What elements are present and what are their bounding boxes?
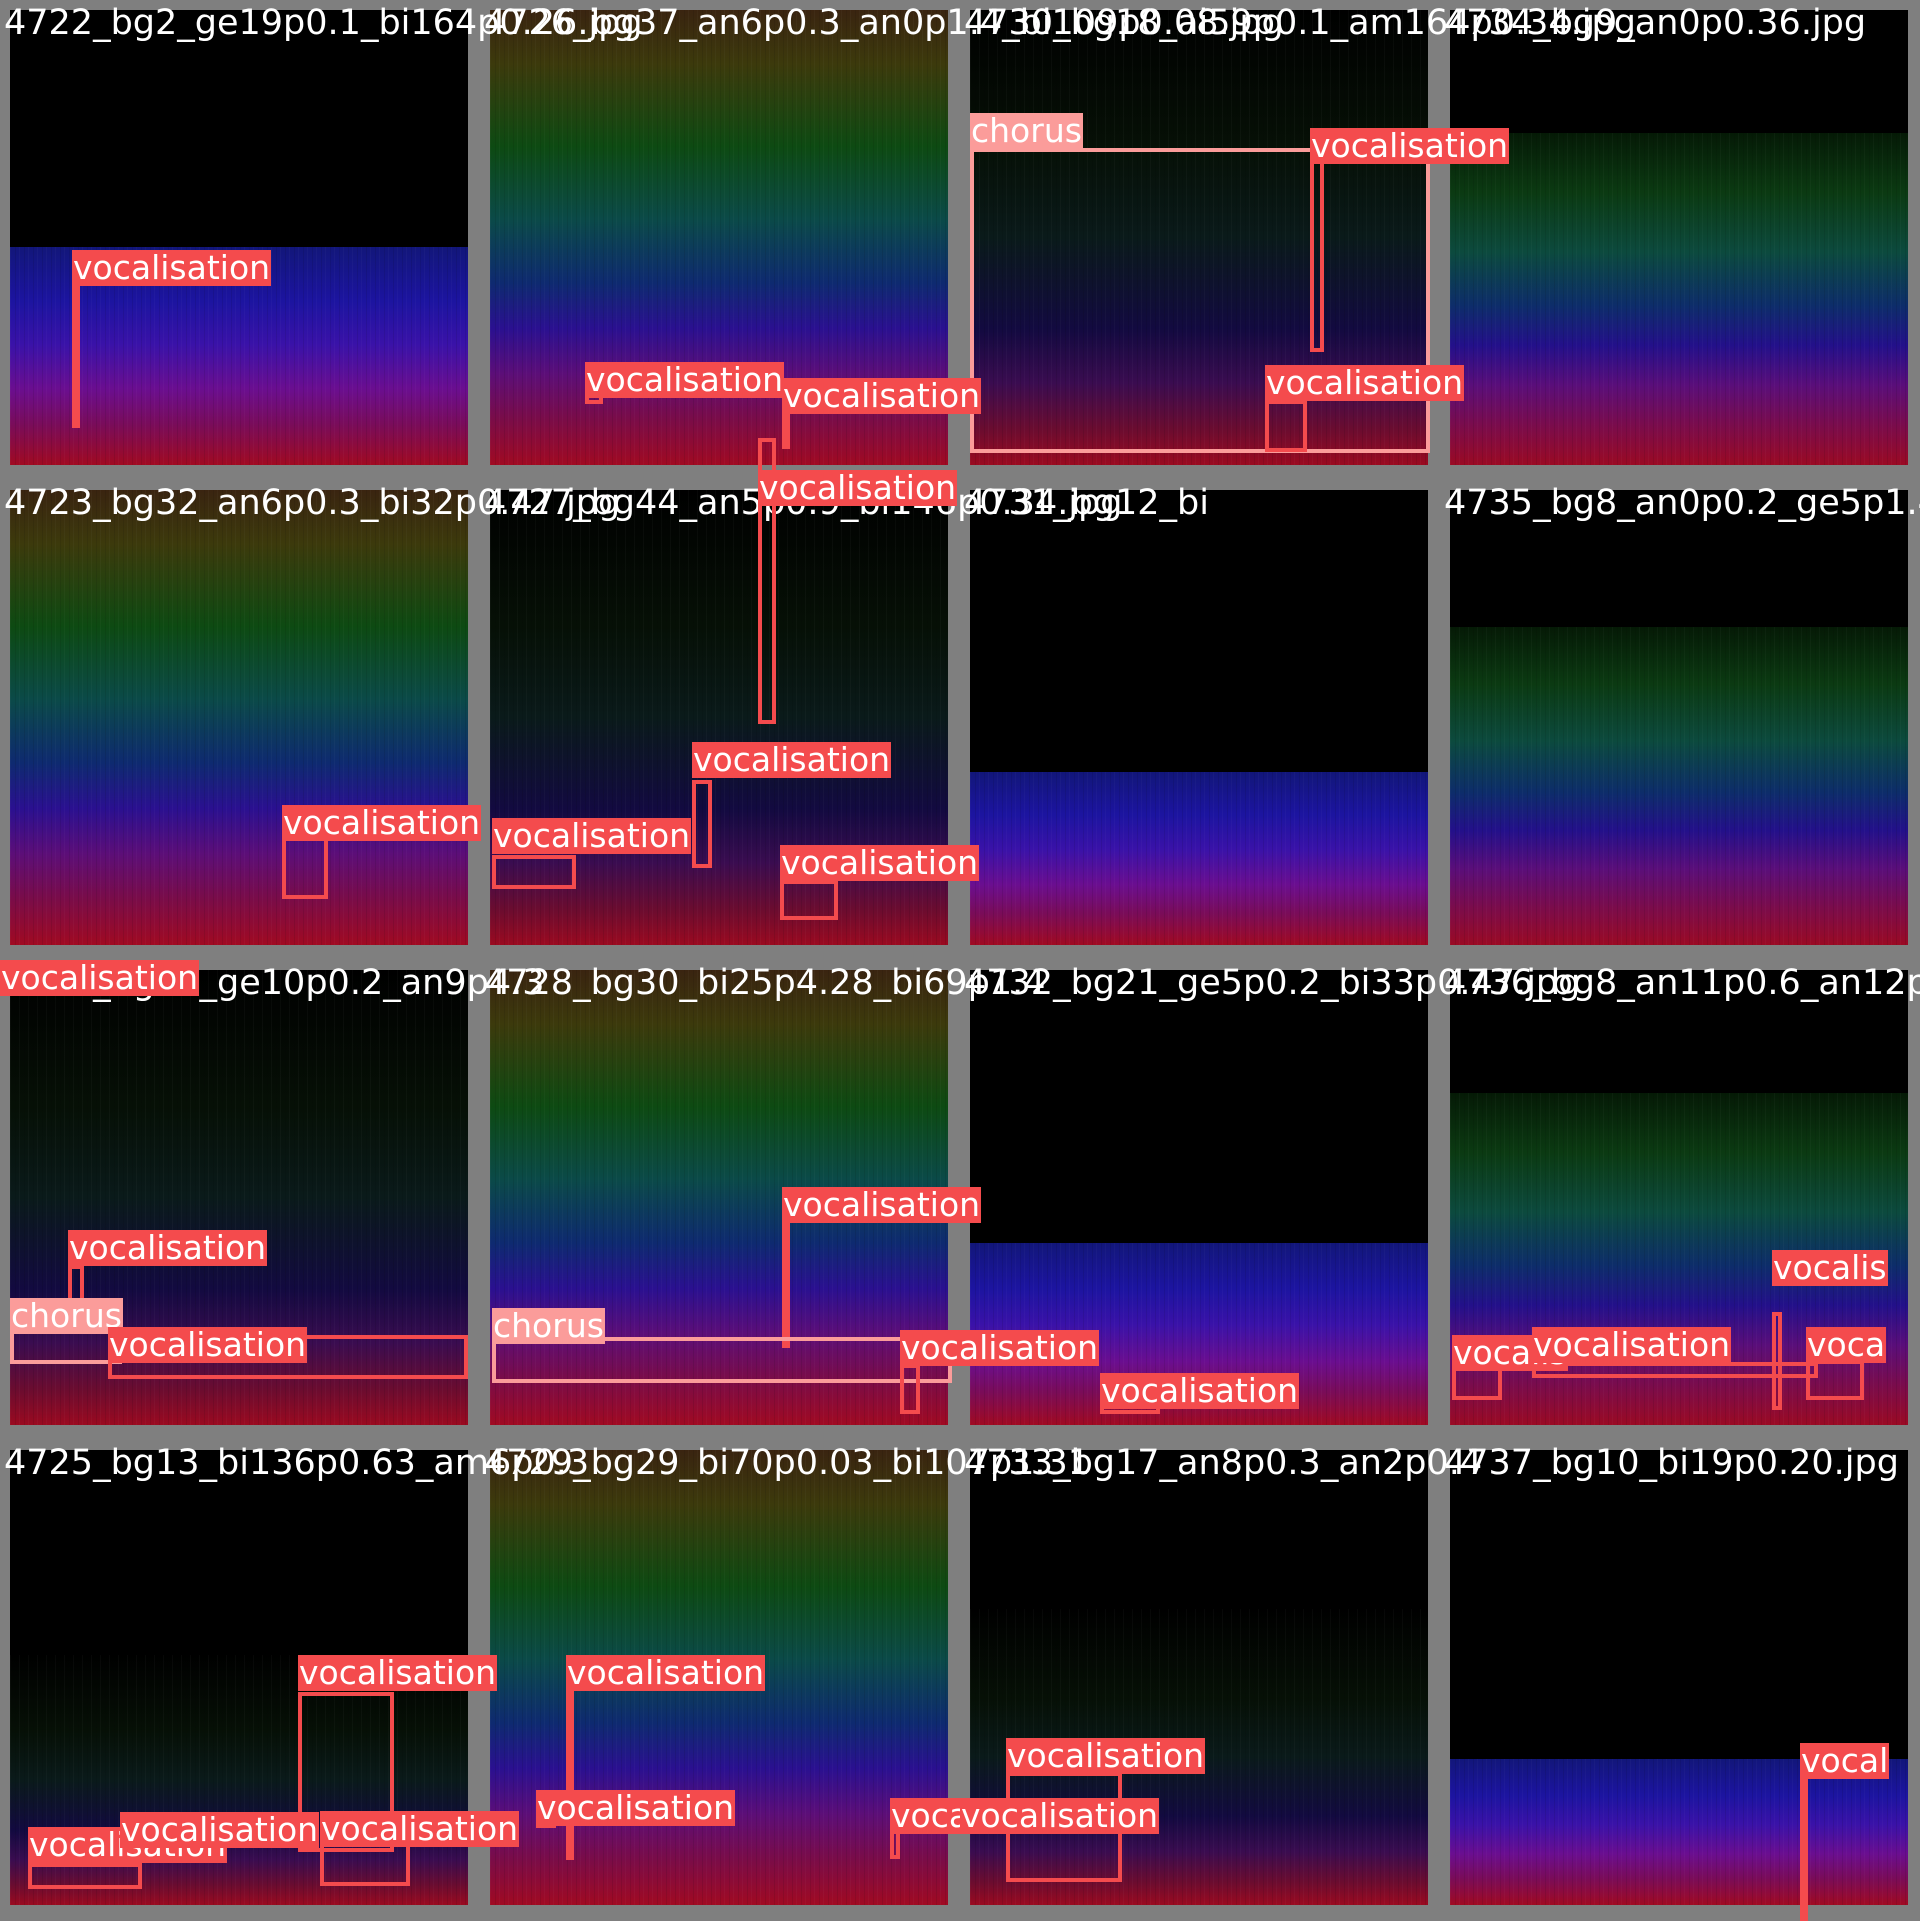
spectral-band [1450,133,1908,465]
vocalisation-bounding-box [28,1863,142,1889]
spectral-band [1450,627,1908,945]
spectral-noise [1450,133,1908,465]
vocalisation-bounding-box [492,855,576,889]
vocalisation-label: vocalisation [1006,1736,1206,1775]
vocalisation-bounding-box [1310,148,1324,352]
mosaic-tile: 4726_bg37_an6p0.3_an0p1.4_bi109p0.08.jpg… [480,0,1284,480]
chorus-bounding-box [970,148,1430,453]
vocalisation-label: vocalisation [536,1788,736,1827]
chorus-label: chorus [970,111,1083,150]
spectral-noise [10,490,468,945]
mosaic-tile: 4736_bg8_an11p0.6_an12p vocalis vocalisati… [1440,960,1920,1440]
mosaic-tile: 4732_bg21_ge5p0.2_bi33p0.47.jpg vocalisat… [960,960,1580,1440]
spectrogram-image [970,490,1428,945]
spectrogram-image [1450,490,1908,945]
silent-region [970,1450,1428,1609]
vocalisation-label: vocalisation [1310,126,1510,165]
mosaic-tile: 4737_bg10_bi19p0.20.jpg vocal [1440,1440,1920,1921]
vocalisation-label: vocalisation [692,740,892,779]
mosaic-tile: 4735_bg8_an0p0.2_ge5p1.4 [1440,480,1920,960]
mosaic-tile: 4724_bg44_ge10p0.2_an9p4.3 vocalisation ch… [0,958,544,1440]
vocalisation-bounding-box [1800,1773,1808,1921]
silent-region [970,970,1428,1243]
silent-region [10,10,468,247]
vocalisation-label: vocalisation [320,1809,520,1848]
vocalisation-label: vocalisation [585,360,785,399]
spectral-noise [1450,1759,1908,1905]
vocalisation-label: vocalisation [1100,1371,1300,1410]
silent-region [1450,490,1908,627]
mosaic-tile: 4723_bg32_an6p0.3_bi32p0.47.jpg vocalisat… [0,480,620,960]
spectrogram-image [1450,10,1908,465]
vocalisation-bounding-box [1265,400,1307,452]
mosaic-tile: 4727_bg44_an5p0.9_bi146p0.34.jpgvocalisa… [480,438,1123,960]
mosaic-tile: 4729_bg29_bi70p0.03_bi107p1.31 vocalisati… [480,1440,1090,1920]
vocalisation-bounding-box [72,282,80,428]
vocalisation-label: vocalisation [68,1228,268,1267]
vocalisation-label: vocalisation [566,1653,766,1692]
vocalisation-label: vocalisation [780,843,980,882]
vocalisation-label: vocalisation [0,958,200,997]
vocalisation-label: voca [1806,1325,1887,1364]
vocalisation-label: vocalisation [298,1653,498,1692]
vocalisation-bounding-box [780,880,838,920]
vocalisation-bounding-box [566,1688,574,1860]
vocalisation-label: vocalisation [1265,363,1465,402]
mosaic-tile: 4722_bg2_ge19p0.1_bi164p0.26.jpg vocalisa… [0,0,643,480]
vocalisation-label: vocalisation [108,1325,308,1364]
vocalisation-label: vocal [1800,1741,1890,1780]
silent-region [1450,10,1908,133]
spectrogram-image [1450,1450,1908,1905]
mosaic-tile: 4731_bg12_bi [960,480,1440,960]
spectral-band [970,772,1428,945]
vocalisation-label: vocalisation [900,1328,1100,1367]
vocalisation-label: vocalisation [960,1796,1160,1835]
spectral-noise [1450,627,1908,945]
mosaic-tile: 4733_bg17_an8p0.3_an2p0.4 vocalisation voc… [960,1440,1482,1920]
spectral-noise [970,772,1428,945]
vocalisation-label: vocalisation [782,376,982,415]
vocalisation-label: vocalisation [492,816,692,855]
mosaic-tile: 4728_bg30_bi25p4.28_bi69p1.4 vocalisation… [480,960,1100,1440]
mosaic-tile: 4734_bg9_an0p0.36.jpg [1440,0,1920,480]
vocalisation-label: vocalisation [282,803,482,842]
spectral-band [10,490,468,945]
chorus-label: chorus [492,1306,605,1345]
mosaic-tile: 4725_bg13_bi136p0.63_am6p0.3 vocalisation… [0,1440,589,1920]
vocalisation-label: vocalisation [758,468,958,507]
vocalisation-label: vocalis [1772,1248,1888,1287]
vocalisation-bounding-box [1806,1360,1864,1400]
mosaic-tile: 4730_bg18_ai59p0.1_am164p0.34.jpg chorus v… [960,0,1636,480]
vocalisation-bounding-box [1772,1312,1782,1410]
vocalisation-bounding-box [298,1692,394,1852]
vocalisation-bounding-box [692,780,712,868]
vocalisation-bounding-box [758,438,776,724]
vocalisation-label: vocalisation [782,1185,982,1224]
spectrogram-image [10,490,468,945]
chorus-label: chorus [10,1296,123,1335]
vocalisation-label: vocalisation [1532,1325,1732,1364]
vocalisation-label: vocalisation [72,248,272,287]
vocalisation-bounding-box [900,1364,920,1414]
silent-region [10,1450,468,1655]
silent-region [970,490,1428,772]
silent-region [1450,970,1908,1093]
vocalisation-label: vocalisation [120,1810,320,1849]
spectral-band [1450,1759,1908,1905]
silent-region [1450,1450,1908,1759]
vocalisation-bounding-box [282,835,328,899]
